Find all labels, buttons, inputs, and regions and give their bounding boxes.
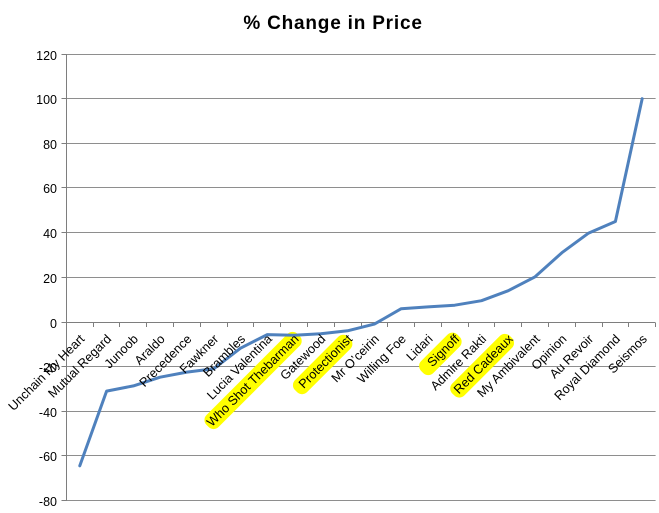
svg-text:-60: -60 — [39, 450, 57, 464]
svg-text:60: 60 — [43, 182, 57, 196]
svg-text:100: 100 — [36, 93, 57, 107]
svg-text:20: 20 — [43, 272, 57, 286]
svg-text:% Change in Price: % Change in Price — [243, 13, 422, 34]
svg-text:-20: -20 — [39, 361, 57, 375]
svg-text:-80: -80 — [39, 495, 57, 509]
svg-text:-40: -40 — [39, 406, 57, 420]
svg-text:80: 80 — [43, 138, 57, 152]
svg-text:120: 120 — [36, 49, 57, 63]
svg-text:0: 0 — [50, 317, 57, 331]
svg-text:40: 40 — [43, 227, 57, 241]
